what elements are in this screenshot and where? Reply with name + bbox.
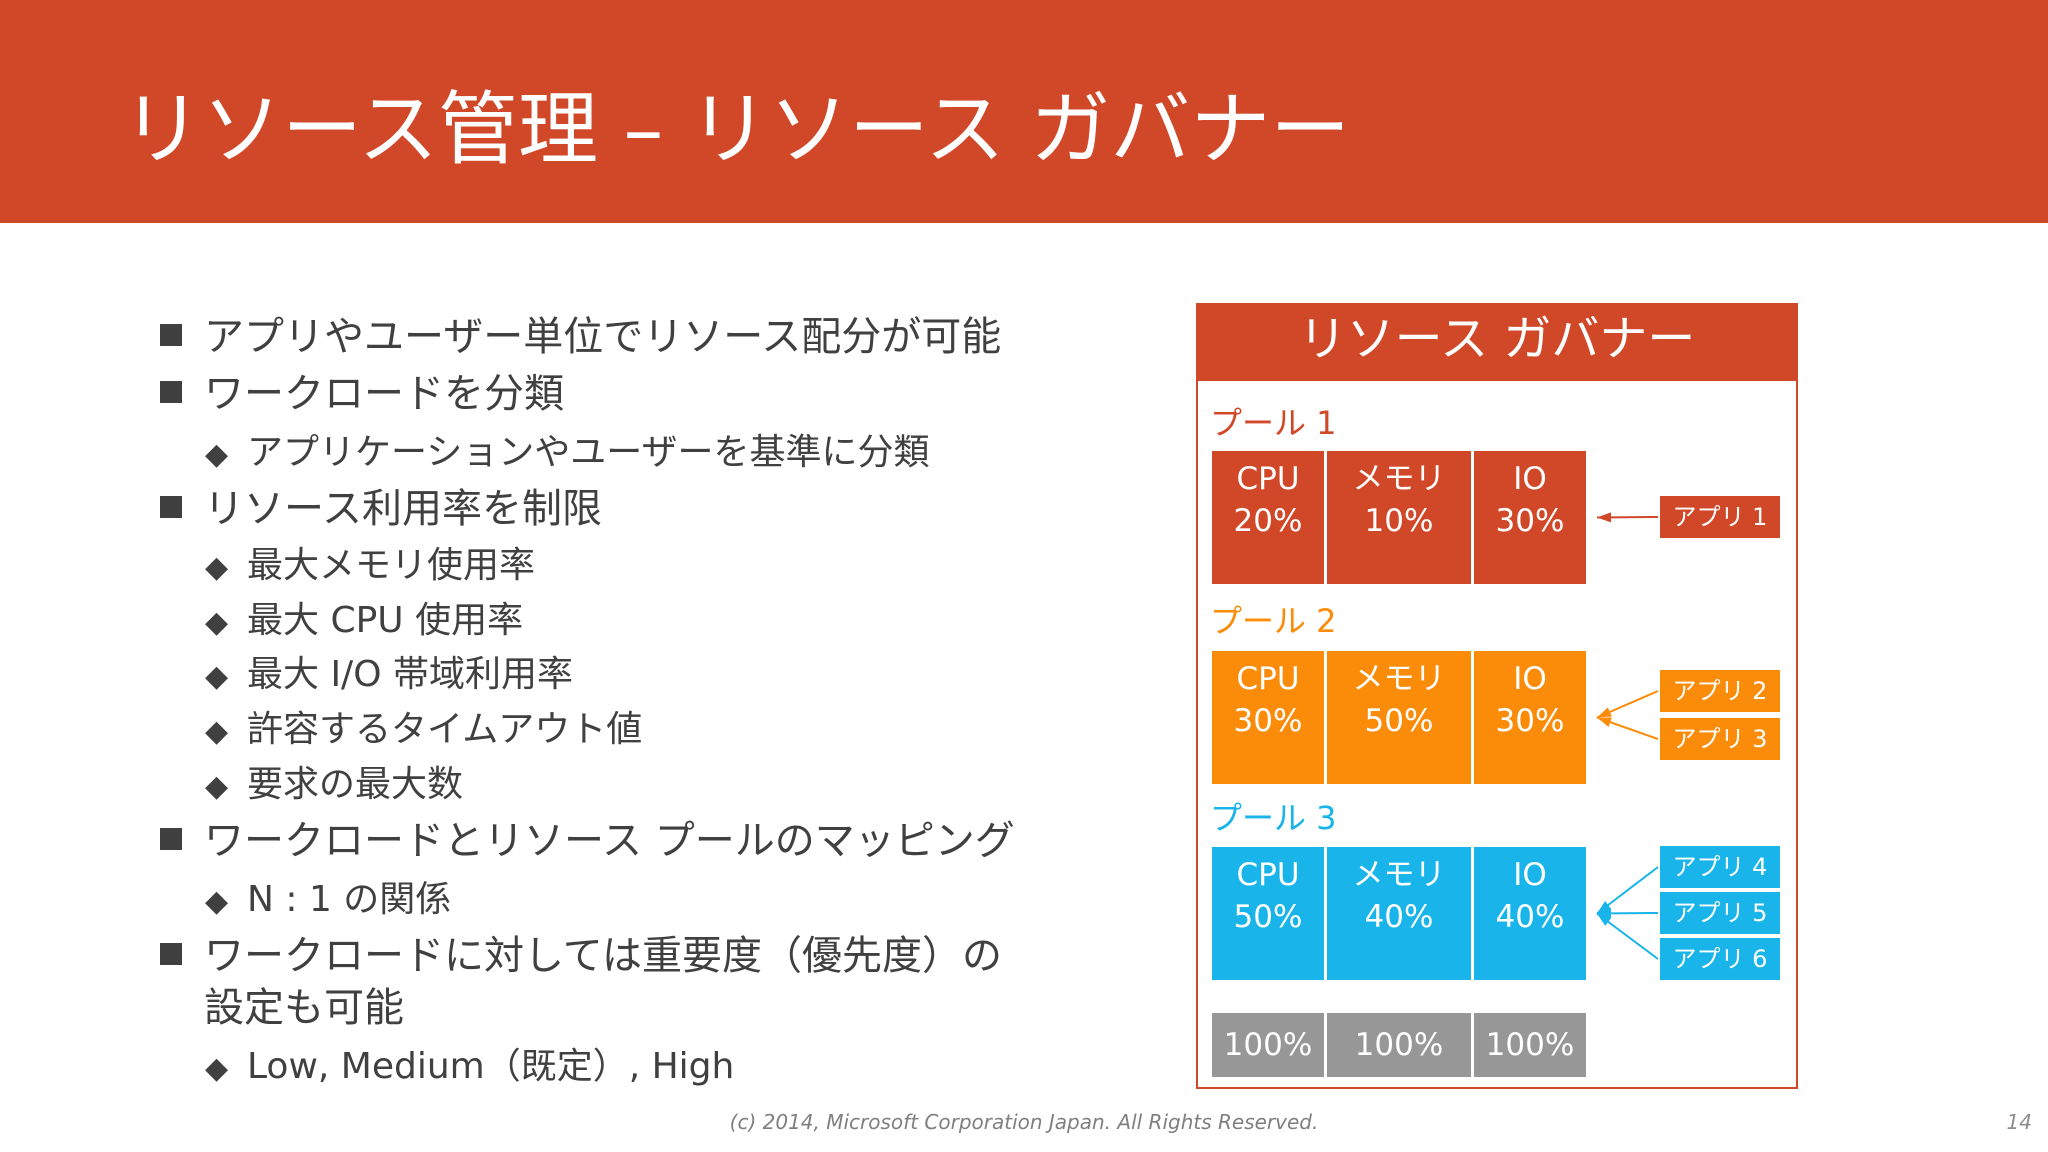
pool-cell-cpu: CPU 20% (1212, 451, 1324, 584)
cell-resource-value: 30% (1495, 503, 1565, 539)
pool-cell-memory: メモリ 10% (1327, 451, 1471, 584)
square-bullet-icon (160, 943, 182, 965)
square-bullet-icon (160, 828, 182, 850)
app-box: アプリ 3 (1660, 718, 1780, 760)
cell-resource-value: 40% (1495, 899, 1565, 935)
app-box: アプリ 6 (1660, 938, 1780, 980)
pool-cell-io: IO 30% (1474, 451, 1586, 584)
arrowhead-icon (1597, 908, 1612, 919)
cell-resource-name: メモリ (1352, 661, 1446, 697)
sub-bullet-item: ◆ 許容するタイムアウト値 (205, 712, 642, 748)
cell-resource-value: 30% (1233, 703, 1303, 739)
diagram-title: リソース ガバナー (1196, 303, 1798, 381)
bullet-text: アプリやユーザー単位でリソース配分が可能 (204, 314, 1002, 360)
sub-bullet-item: ◆ 最大 I/O 帯域利用率 (205, 657, 573, 693)
page-number: 14 (2006, 1110, 2032, 1134)
sub-bullet-item: ◆ 要求の最大数 (205, 767, 463, 803)
sub-bullet-text: アプリケーションやユーザーを基準に分類 (247, 432, 930, 473)
pool-cell-io: IO 40% (1474, 847, 1586, 980)
square-bullet-icon (160, 381, 182, 403)
diamond-bullet-icon: ◆ (205, 714, 229, 749)
title-bar (0, 0, 2048, 223)
copyright-footer: (c) 2014, Microsoft Corporation Japan. A… (729, 1110, 1319, 1134)
sub-bullet-text: N : 1 の関係 (247, 879, 452, 920)
pool-cell-cpu: CPU 30% (1212, 651, 1324, 784)
sub-bullet-text: Low, Medium（既定）, High (247, 1046, 735, 1087)
app-box: アプリ 5 (1660, 892, 1780, 934)
arrowhead-icon (1597, 901, 1612, 914)
diamond-bullet-icon: ◆ (205, 1051, 229, 1086)
pool-cell-cpu: CPU 50% (1212, 847, 1324, 980)
sub-bullet-text: 最大 CPU 使用率 (247, 600, 524, 641)
app-box: アプリ 2 (1660, 670, 1780, 712)
bullet-item: ワークロードを分類 (160, 374, 564, 414)
sub-bullet-text: 許容するタイムアウト値 (247, 709, 643, 750)
cell-resource-name: CPU (1236, 857, 1300, 893)
diamond-bullet-icon: ◆ (205, 884, 229, 919)
square-bullet-icon (160, 324, 182, 346)
arrowhead-icon (1597, 707, 1612, 718)
total-cell: 100% (1327, 1013, 1471, 1077)
diamond-bullet-icon: ◆ (205, 605, 229, 640)
cell-resource-name: CPU (1236, 461, 1300, 497)
app-box: アプリ 4 (1660, 846, 1780, 888)
bullet-text: リソース利用率を制限 (204, 486, 602, 532)
sub-bullet-item: ◆ N : 1 の関係 (205, 882, 451, 918)
cell-resource-value: 50% (1233, 899, 1303, 935)
cell-resource-value: 40% (1364, 899, 1434, 935)
pool-cell-io: IO 30% (1474, 651, 1586, 784)
bullet-item: アプリやユーザー単位でリソース配分が可能 (160, 317, 1001, 357)
diamond-bullet-icon: ◆ (205, 437, 229, 472)
pool-cell-memory: メモリ 50% (1327, 651, 1471, 784)
bullet-item: リソース利用率を制限 (160, 489, 602, 529)
arrowhead-icon (1597, 913, 1612, 926)
pool-label: プール 2 (1210, 602, 1337, 640)
cell-resource-name: IO (1513, 461, 1547, 497)
sub-bullet-item: ◆ アプリケーションやユーザーを基準に分類 (205, 435, 930, 471)
arrowhead-icon (1597, 717, 1612, 727)
diamond-bullet-icon: ◆ (205, 659, 229, 694)
sub-bullet-item: ◆ 最大メモリ使用率 (205, 548, 535, 584)
pool-label: プール 3 (1210, 799, 1337, 837)
bullet-text: ワークロードを分類 (204, 371, 564, 417)
pool-label: プール 1 (1210, 404, 1337, 442)
pool-cell-memory: メモリ 40% (1327, 847, 1471, 980)
cell-resource-value: 20% (1233, 503, 1303, 539)
cell-resource-value: 50% (1364, 703, 1434, 739)
sub-bullet-text: 要求の最大数 (247, 764, 464, 805)
sub-bullet-text: 最大 I/O 帯域利用率 (247, 654, 573, 695)
cell-resource-value: 30% (1495, 703, 1565, 739)
slide-title: リソース管理 – リソース ガバナー (122, 83, 1351, 176)
bullet-text-continued: 設定も可能 (204, 985, 404, 1031)
diamond-bullet-icon: ◆ (205, 769, 229, 804)
sub-bullet-text: 最大メモリ使用率 (247, 545, 536, 586)
bullet-text: ワークロードに対しては重要度（優先度）の (204, 933, 1002, 979)
arrowhead-icon (1597, 512, 1612, 523)
square-bullet-icon (160, 496, 182, 518)
total-cell: 100% (1212, 1013, 1324, 1077)
bullet-text: ワークロードとリソース プールのマッピング (204, 818, 1015, 864)
app-box: アプリ 1 (1660, 496, 1780, 538)
cell-resource-name: IO (1513, 857, 1547, 893)
bullet-item: ワークロードに対しては重要度（優先度）の (160, 936, 1002, 976)
cell-resource-name: IO (1513, 661, 1547, 697)
cell-resource-name: CPU (1236, 661, 1300, 697)
diamond-bullet-icon: ◆ (205, 550, 229, 585)
bullet-item: ワークロードとリソース プールのマッピング (160, 821, 1015, 861)
cell-resource-name: メモリ (1352, 857, 1446, 893)
total-cell: 100% (1474, 1013, 1586, 1077)
cell-resource-name: メモリ (1352, 461, 1446, 497)
cell-resource-value: 10% (1364, 503, 1434, 539)
sub-bullet-item: ◆ Low, Medium（既定）, High (205, 1049, 734, 1085)
sub-bullet-item: ◆ 最大 CPU 使用率 (205, 603, 523, 639)
